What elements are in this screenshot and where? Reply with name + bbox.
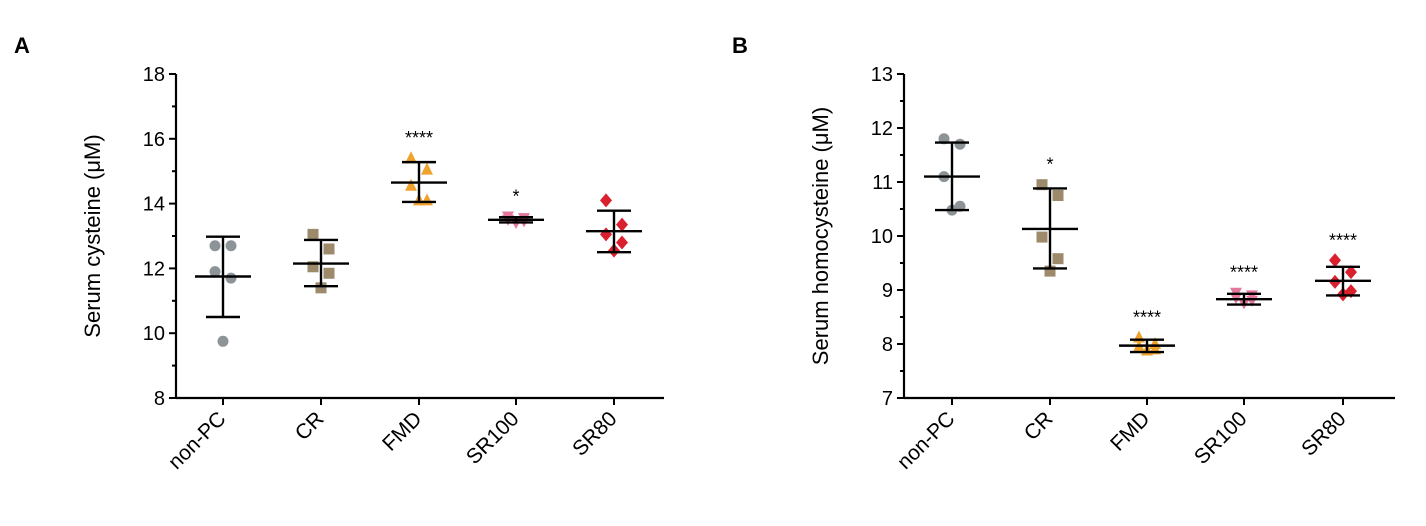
panel-letter: A [14,33,30,58]
panel-b: B 7 8 9 10 11 12 13 Serum homocysteine (μM) non-P… [732,33,1395,474]
group-fmd: **** [391,128,447,206]
x-tick-label: non-PC [164,407,231,474]
x-tick-label: non-PC [893,407,960,474]
data-point [307,261,319,273]
data-point [616,235,628,250]
group-sr80: **** [1315,230,1371,302]
data-point [954,138,966,150]
data-point [421,162,433,175]
y-tick-label: 8 [154,388,165,410]
group-sr100: **** [1216,263,1272,310]
x-tick-label: SR100 [462,407,524,469]
x-tick-label: SR80 [568,407,621,460]
y-tick-label: 18 [143,64,165,86]
data-point [209,266,221,278]
data-point [323,243,335,255]
x-tick-label: CR [291,407,329,445]
data-point [225,240,237,252]
group-sr100: * [488,187,544,230]
significance-label: * [1046,155,1053,175]
data-point [1036,231,1048,243]
y-tick-label: 14 [143,194,165,216]
group-cr [293,228,349,294]
group-sr80 [586,193,642,258]
significance-label: **** [1329,230,1357,250]
y-tick-label: 10 [871,226,893,248]
x-tick-label: CR [1020,407,1058,445]
data-point [616,217,628,232]
data-point [405,151,417,164]
data-point [405,178,417,191]
y-tick-label: 12 [871,118,893,140]
panel-a: A 8 10 12 14 16 18 Serum cysteine (μM) non-PC CR F… [14,33,664,474]
data-point [209,240,221,252]
group-non-pc [195,235,251,347]
y-tick-label: 13 [871,64,893,86]
y-tick-label: 16 [143,129,165,151]
data-point [600,193,612,208]
y-tick-label: 10 [143,323,165,345]
data-point [1052,253,1064,265]
y-tick-label: 8 [882,334,893,356]
data-point [1052,190,1064,201]
data-point [225,272,237,284]
data-point [323,267,335,279]
data-point [1044,265,1056,277]
data-point [1036,179,1048,191]
x-tick-label: SR100 [1190,407,1252,469]
y-axis-label: Serum cysteine (μM) [80,134,105,337]
y-tick-label: 7 [882,388,893,410]
data-point [315,282,327,294]
y-tick-label: 9 [882,280,893,302]
data-point [217,335,229,347]
data-point [600,227,612,242]
y-tick-label: 12 [143,258,165,280]
data-point [1329,253,1341,268]
significance-label: **** [1230,263,1258,283]
significance-label: **** [405,128,433,148]
group-fmd: **** [1119,308,1175,356]
significance-label: **** [1133,308,1161,328]
y-axis-label: Serum homocysteine (μM) [808,107,833,365]
group-cr: * [1022,155,1078,277]
x-tick-label: FMD [1106,407,1154,455]
significance-label: * [512,187,519,207]
x-tick-label: SR80 [1297,407,1350,460]
x-tick-label: FMD [378,407,426,455]
panel-letter: B [732,33,748,58]
data-point [1345,265,1357,280]
group-non-pc [924,133,980,216]
data-point [307,228,319,240]
y-tick-label: 11 [872,172,893,194]
